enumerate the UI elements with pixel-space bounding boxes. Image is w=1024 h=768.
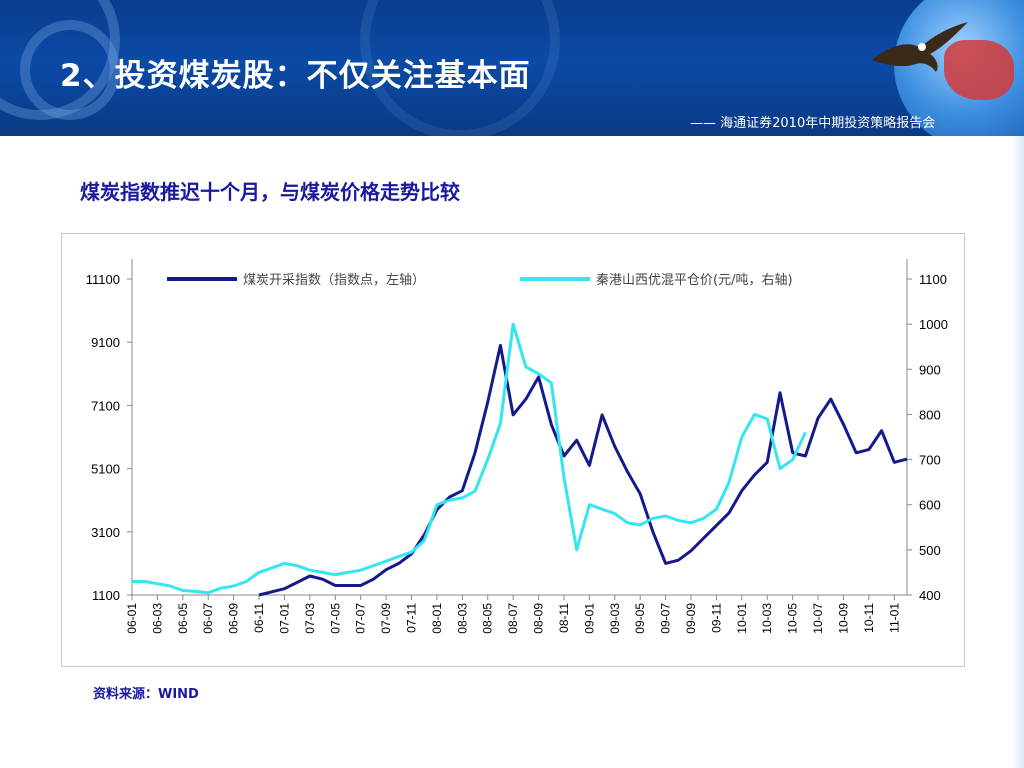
header-swirl-decoration — [20, 20, 120, 120]
y-left-tick-label: 11100 — [86, 272, 120, 287]
y-right-tick-label: 400 — [919, 588, 941, 603]
y-right-tick-label: 500 — [919, 543, 941, 558]
x-tick-label: 08-05 — [481, 603, 495, 634]
y-right-tick-label: 600 — [919, 498, 941, 513]
report-tag: —— 海通证券2010年中期投资策略报告会 — [690, 116, 936, 131]
x-tick-label: 11-01 — [887, 603, 901, 633]
x-tick-label: 07-01 — [277, 603, 291, 634]
x-tick-label: 08-01 — [430, 603, 444, 634]
x-tick-label: 10-01 — [735, 603, 749, 634]
x-tick-label: 08-11 — [557, 603, 571, 633]
x-tick-label: 10-03 — [760, 603, 774, 634]
x-tick-label: 07-05 — [328, 603, 342, 634]
x-tick-label: 10-05 — [786, 603, 800, 634]
x-tick-label: 10-07 — [811, 603, 825, 634]
x-tick-label: 09-09 — [684, 603, 698, 634]
x-tick-label: 08-09 — [532, 603, 546, 634]
x-tick-label: 07-03 — [303, 603, 317, 634]
y-right-tick-label: 700 — [919, 453, 941, 468]
x-tick-label: 10-11 — [862, 603, 876, 633]
header-swirl-decoration — [360, 0, 560, 136]
y-left-tick-label: 5100 — [91, 462, 120, 477]
line-chart: 1100 3100 5100 7100 9100 11100 400 500 600 700 800… — [86, 259, 948, 634]
slide-title: 2、投资煤炭股：不仅关注基本面 — [60, 58, 531, 94]
x-tick-label: 09-07 — [659, 603, 673, 634]
eagle-icon — [872, 22, 968, 72]
y-right-tick-label: 900 — [919, 362, 941, 377]
chart-subtitle: 煤炭指数推迟十个月，与煤炭价格走势比较 — [80, 180, 460, 204]
y-left-tick-label: 1100 — [92, 588, 120, 603]
legend-label: 煤炭开采指数（指数点，左轴） — [243, 273, 425, 288]
x-tick-label: 06-05 — [176, 603, 190, 634]
x-tick-label: 08-03 — [455, 603, 469, 634]
data-source-note: 资料来源：WIND — [93, 687, 199, 702]
right-edge-decoration — [1012, 136, 1024, 768]
y-left-tick-label: 7100 — [91, 398, 120, 413]
x-tick-label: 06-11 — [252, 603, 266, 633]
x-tick-label: 09-01 — [582, 603, 596, 634]
x-tick-label: 07-09 — [379, 603, 393, 634]
x-tick-label: 06-01 — [125, 603, 139, 634]
slide-header: 2、投资煤炭股：不仅关注基本面 —— 海通证券2010年中期投资策略报告会 — [0, 0, 1024, 136]
series-line-coal-price — [132, 322, 807, 595]
x-tick-label: 08-07 — [506, 603, 520, 634]
y-right-tick-label: 800 — [919, 407, 941, 422]
x-tick-label: 10-09 — [836, 603, 850, 634]
china-map-graphic — [944, 40, 1014, 100]
x-tick-label: 07-07 — [354, 603, 368, 634]
x-tick-label: 06-09 — [227, 603, 241, 634]
y-left-tick-label: 9100 — [91, 335, 120, 350]
x-tick-label: 07-11 — [405, 603, 419, 633]
y-right-tick-label: 1000 — [919, 317, 948, 332]
x-tick-label: 06-07 — [201, 603, 215, 634]
x-tick-label: 09-03 — [608, 603, 622, 634]
x-tick-label: 09-05 — [633, 603, 647, 634]
y-right-tick-label: 1100 — [919, 272, 947, 287]
y-left-tick-label: 3100 — [91, 525, 120, 540]
x-tick-label: 09-11 — [709, 603, 723, 633]
legend-label: 秦港山西优混平仓价(元/吨，右轴) — [596, 273, 793, 288]
chart-frame: 1100 3100 5100 7100 9100 11100 400 500 600 700 800… — [61, 233, 965, 667]
x-tick-label: 06-03 — [150, 603, 164, 634]
series-line-coal-index — [258, 343, 908, 597]
